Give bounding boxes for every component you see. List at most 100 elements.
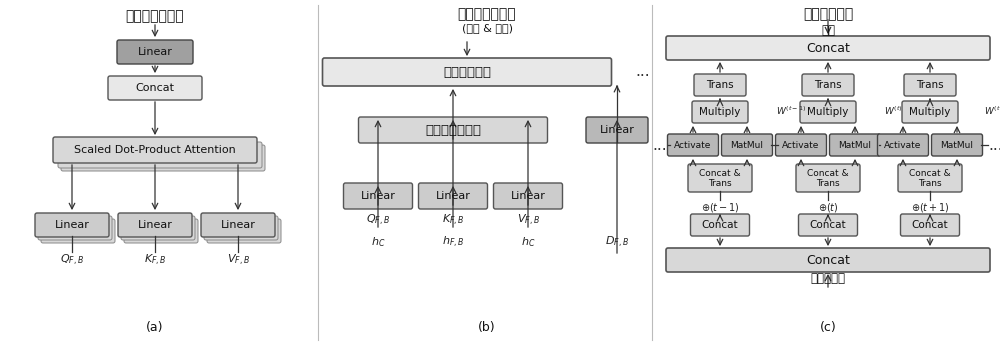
Text: (a): (a) xyxy=(146,320,164,333)
FancyBboxPatch shape xyxy=(322,58,612,86)
FancyBboxPatch shape xyxy=(117,40,193,64)
Text: Multiply: Multiply xyxy=(807,107,849,117)
Text: Concat: Concat xyxy=(136,83,175,93)
FancyBboxPatch shape xyxy=(204,216,278,240)
FancyBboxPatch shape xyxy=(201,213,275,237)
Text: MatMul: MatMul xyxy=(838,141,872,150)
FancyBboxPatch shape xyxy=(207,219,281,243)
FancyBboxPatch shape xyxy=(418,183,488,209)
FancyBboxPatch shape xyxy=(344,183,413,209)
FancyBboxPatch shape xyxy=(796,164,860,192)
Text: $W^{(t-1)}$: $W^{(t-1)}$ xyxy=(776,105,806,117)
FancyBboxPatch shape xyxy=(898,164,962,192)
FancyBboxPatch shape xyxy=(61,145,265,171)
Text: Concat &: Concat & xyxy=(909,169,951,178)
FancyBboxPatch shape xyxy=(932,134,982,156)
FancyBboxPatch shape xyxy=(878,134,928,156)
Text: MatMul: MatMul xyxy=(940,141,974,150)
Text: ...: ... xyxy=(636,64,650,80)
FancyBboxPatch shape xyxy=(802,74,854,96)
Text: 神经网络层: 神经网络层 xyxy=(810,272,846,284)
Text: $\oplus$$(t-1)$: $\oplus$$(t-1)$ xyxy=(701,201,739,214)
Text: ...: ... xyxy=(989,138,1000,153)
Text: Linear: Linear xyxy=(138,47,172,57)
Text: Concat: Concat xyxy=(912,220,948,230)
Text: Activate: Activate xyxy=(782,141,820,150)
Text: $K_{F,B}$: $K_{F,B}$ xyxy=(144,252,166,268)
Text: $W^{(t)}$: $W^{(t)}$ xyxy=(884,105,902,117)
FancyBboxPatch shape xyxy=(692,101,748,123)
Text: $\oplus$$(t)$: $\oplus$$(t)$ xyxy=(818,201,838,214)
Text: 残差: 残差 xyxy=(821,24,835,36)
Text: $V_{F,B}$: $V_{F,B}$ xyxy=(517,212,539,227)
Text: (b): (b) xyxy=(478,320,496,333)
FancyBboxPatch shape xyxy=(35,213,109,237)
FancyBboxPatch shape xyxy=(688,164,752,192)
Text: $V_{F,B}$: $V_{F,B}$ xyxy=(227,252,249,268)
Text: Linear: Linear xyxy=(511,191,545,201)
Text: Trans: Trans xyxy=(708,178,732,188)
Text: Activate: Activate xyxy=(884,141,922,150)
FancyBboxPatch shape xyxy=(902,101,958,123)
FancyBboxPatch shape xyxy=(41,219,115,243)
Text: Linear: Linear xyxy=(55,220,89,230)
Text: Trans: Trans xyxy=(918,178,942,188)
Text: Concat &: Concat & xyxy=(699,169,741,178)
Text: ...: ... xyxy=(653,138,667,153)
FancyBboxPatch shape xyxy=(800,101,856,123)
FancyBboxPatch shape xyxy=(722,134,772,156)
Text: Concat: Concat xyxy=(702,220,738,230)
Text: $W^{(t+1)}$: $W^{(t+1)}$ xyxy=(984,105,1000,117)
FancyBboxPatch shape xyxy=(690,214,750,236)
FancyBboxPatch shape xyxy=(586,117,648,143)
Text: Linear: Linear xyxy=(138,220,172,230)
Text: Linear: Linear xyxy=(600,125,634,135)
Text: 滑动融合机制: 滑动融合机制 xyxy=(803,7,853,21)
FancyBboxPatch shape xyxy=(830,134,881,156)
Text: Multiply: Multiply xyxy=(699,107,741,117)
Text: MatMul: MatMul xyxy=(730,141,764,150)
Text: Trans: Trans xyxy=(916,80,944,90)
Text: $\oplus$$(t+1)$: $\oplus$$(t+1)$ xyxy=(911,201,949,214)
FancyBboxPatch shape xyxy=(900,214,960,236)
Text: Linear: Linear xyxy=(361,191,395,201)
Text: (前向 & 后向): (前向 & 后向) xyxy=(462,23,512,33)
Text: 多头注意力机制: 多头注意力机制 xyxy=(126,9,184,23)
Text: $Q_{F,B}$: $Q_{F,B}$ xyxy=(60,252,84,268)
Text: Concat &: Concat & xyxy=(807,169,849,178)
Text: 近邻注意力机制: 近邻注意力机制 xyxy=(458,7,516,21)
Text: Linear: Linear xyxy=(221,220,255,230)
FancyBboxPatch shape xyxy=(121,216,195,240)
FancyBboxPatch shape xyxy=(798,214,858,236)
FancyBboxPatch shape xyxy=(668,134,718,156)
Text: Activate: Activate xyxy=(674,141,712,150)
Text: Trans: Trans xyxy=(816,178,840,188)
FancyBboxPatch shape xyxy=(494,183,562,209)
FancyBboxPatch shape xyxy=(904,74,956,96)
Text: Concat: Concat xyxy=(810,220,846,230)
FancyBboxPatch shape xyxy=(776,134,826,156)
FancyBboxPatch shape xyxy=(666,36,990,60)
Text: $h_C$: $h_C$ xyxy=(521,235,535,249)
Text: Multiply: Multiply xyxy=(909,107,951,117)
Text: $K_{F,B}$: $K_{F,B}$ xyxy=(442,212,464,227)
Text: $h_{F,B}$: $h_{F,B}$ xyxy=(442,235,464,250)
FancyBboxPatch shape xyxy=(118,213,192,237)
Text: Trans: Trans xyxy=(814,80,842,90)
FancyBboxPatch shape xyxy=(358,117,548,143)
Text: Scaled Dot-Product Attention: Scaled Dot-Product Attention xyxy=(74,145,236,155)
Text: 滑动融合机制: 滑动融合机制 xyxy=(443,66,491,79)
Text: (c): (c) xyxy=(820,320,836,333)
FancyBboxPatch shape xyxy=(38,216,112,240)
FancyBboxPatch shape xyxy=(694,74,746,96)
Text: $h_C$: $h_C$ xyxy=(371,235,385,249)
Text: Concat: Concat xyxy=(806,253,850,267)
Text: $Q_{F,B}$: $Q_{F,B}$ xyxy=(366,212,390,227)
FancyBboxPatch shape xyxy=(666,248,990,272)
Text: Concat: Concat xyxy=(806,42,850,55)
Text: Linear: Linear xyxy=(436,191,470,201)
FancyBboxPatch shape xyxy=(124,219,198,243)
Text: 多头注意力机制: 多头注意力机制 xyxy=(425,123,481,137)
FancyBboxPatch shape xyxy=(53,137,257,163)
Text: $D_{F,B}$: $D_{F,B}$ xyxy=(605,235,629,250)
